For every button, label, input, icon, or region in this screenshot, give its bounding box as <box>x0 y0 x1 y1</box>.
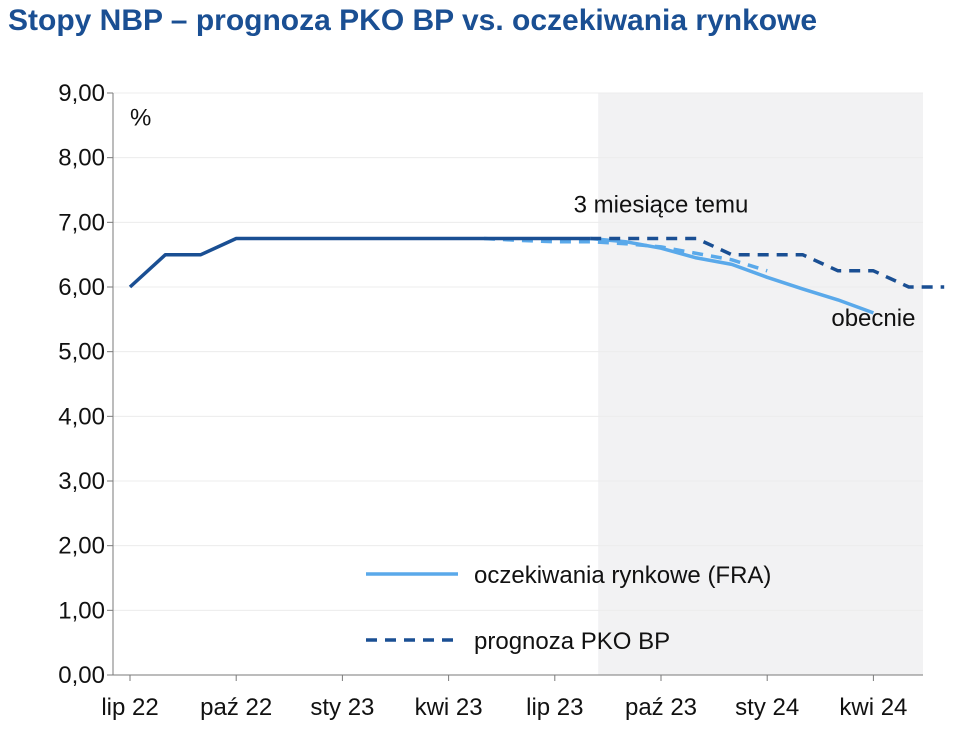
annotation-label: % <box>130 104 151 131</box>
y-tick-label: 0,00 <box>58 662 105 689</box>
y-tick-label: 4,00 <box>58 403 105 430</box>
legend-label: oczekiwania rynkowe (FRA) <box>474 562 771 589</box>
x-tick-label: lip 22 <box>101 694 158 721</box>
chart-title: Stopy NBP – prognoza PKO BP vs. oczekiwa… <box>8 4 818 37</box>
x-tick-label: kwi 23 <box>415 694 483 721</box>
series-line-1 <box>590 236 875 315</box>
y-tick-label: 3,00 <box>58 468 105 495</box>
x-tick-label: kwi 24 <box>839 694 907 721</box>
y-tick-label: 6,00 <box>58 274 105 301</box>
series-line-0 <box>128 236 591 289</box>
annotation-label: 3 miesiące temu <box>574 192 749 219</box>
series-line-3 <box>590 236 945 289</box>
series-line-2 <box>483 236 768 273</box>
y-tick-label: 8,00 <box>58 145 105 172</box>
x-tick-label: lip 23 <box>526 694 583 721</box>
x-tick-label: paź 22 <box>200 694 272 721</box>
x-tick-label: paź 23 <box>625 694 697 721</box>
x-tick-label: sty 24 <box>735 694 799 721</box>
legend-label: prognoza PKO BP <box>474 628 670 655</box>
x-tick-label: sty 23 <box>310 694 374 721</box>
y-tick-label: 2,00 <box>58 533 105 560</box>
y-tick-label: 9,00 <box>58 80 105 107</box>
y-tick-label: 1,00 <box>58 597 105 624</box>
y-tick-label: 7,00 <box>58 209 105 236</box>
y-tick-label: 5,00 <box>58 339 105 366</box>
forecast-shaded-region <box>598 93 923 675</box>
annotation-label: obecnie <box>831 305 915 332</box>
